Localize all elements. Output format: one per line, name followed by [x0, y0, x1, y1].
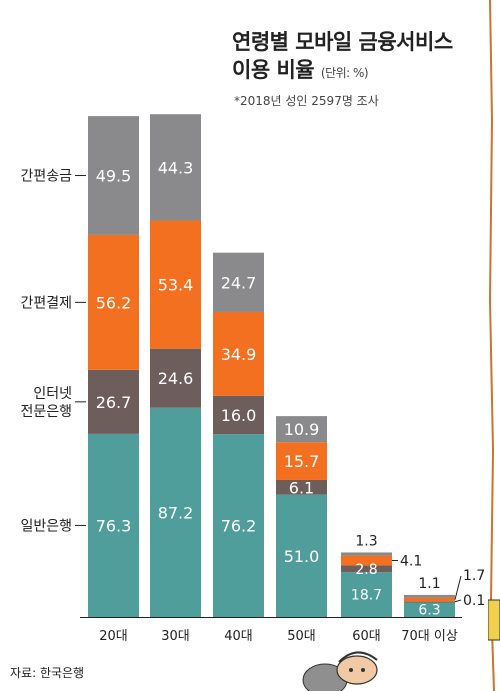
- value-label-simple_transfer: 1.3: [355, 533, 377, 549]
- value-label-general_bank: 76.2: [221, 517, 257, 536]
- value-label-simple_payment: 1.7: [463, 568, 485, 584]
- value-label-general_bank: 76.3: [96, 516, 132, 535]
- value-label-general_bank: 87.2: [158, 503, 194, 522]
- value-label-general_bank: 18.7: [351, 588, 382, 604]
- unit-label: (단위: %): [320, 66, 369, 80]
- bar-segment-simple_payment-1: [150, 220, 201, 349]
- leader-line: [454, 599, 462, 603]
- value-label-simple_transfer: 49.5: [96, 167, 132, 186]
- value-label-internet_bank: 24.6: [158, 369, 194, 388]
- value-label-internet_bank: 6.1: [289, 478, 314, 497]
- value-label-simple_payment: 15.7: [284, 452, 320, 471]
- x-tick-label: 40대: [224, 629, 253, 644]
- legend-label-general_bank: 일반은행: [20, 518, 72, 534]
- value-label-internet_bank: 0.1: [463, 593, 485, 609]
- bar-segment-general_bank-1: [150, 407, 201, 617]
- bar-segment-simple_payment-5: [404, 597, 455, 602]
- legend-label-simple_payment: 간편결제: [20, 295, 72, 311]
- bar-segment-general_bank-3: [276, 494, 327, 617]
- value-label-general_bank: 51.0: [284, 547, 320, 566]
- bar-segment-simple_payment-3: [276, 442, 327, 480]
- bar-segment-simple_transfer-0: [88, 116, 139, 235]
- bar-segment-simple_payment-2: [213, 311, 264, 396]
- bar-segment-internet_bank-5: [404, 601, 455, 603]
- value-label-simple_transfer: 1.1: [418, 576, 440, 592]
- cartoon-edge-illustration: [488, 0, 500, 691]
- cartoon-character-illustration: [302, 651, 378, 691]
- value-label-simple_transfer: 24.7: [221, 273, 257, 292]
- value-label-general_bank: 6.3: [418, 602, 440, 618]
- x-tick-label: 20대: [99, 629, 128, 644]
- x-tick-label: 50대: [287, 629, 316, 644]
- bar-segment-internet_bank-2: [213, 395, 264, 435]
- bar-segment-general_bank-4: [341, 572, 392, 617]
- legend-label-internet_bank: 전문은행: [20, 404, 72, 420]
- title-line-1: 연령별 모바일 금융서비스: [232, 30, 453, 54]
- bar-segment-internet_bank-4: [341, 565, 392, 573]
- title-line-2-text: 이용 비율: [232, 58, 315, 82]
- bar-segment-general_bank-2: [213, 434, 264, 617]
- value-label-simple_payment: 34.9: [221, 345, 257, 364]
- source-note: 자료: 한국은행: [10, 666, 85, 680]
- bar-segment-general_bank-5: [404, 601, 455, 617]
- x-tick-label: 70대 이상: [401, 629, 458, 644]
- bar-segment-internet_bank-1: [150, 348, 201, 408]
- legend-label-internet_bank: 인터넷: [33, 386, 72, 402]
- x-tick-label: 30대: [161, 629, 190, 644]
- bar-segment-simple_transfer-1: [150, 114, 201, 221]
- bar-segment-internet_bank-0: [88, 369, 139, 434]
- leader-line: [454, 575, 462, 600]
- value-label-simple_payment: 4.1: [400, 553, 422, 569]
- value-label-internet_bank: 16.0: [221, 406, 257, 425]
- bar-segment-simple_transfer-2: [213, 252, 264, 312]
- bar-segment-internet_bank-3: [276, 479, 327, 495]
- value-label-simple_payment: 56.2: [96, 293, 132, 312]
- value-label-simple_payment: 53.4: [158, 276, 194, 295]
- chart-subtitle: *2018년 성인 2597명 조사: [234, 94, 379, 108]
- bar-segment-simple_transfer-3: [276, 416, 327, 443]
- value-label-internet_bank: 26.7: [96, 393, 132, 412]
- legend-label-simple_transfer: 간편송금: [20, 169, 72, 185]
- bar-segment-general_bank-0: [88, 433, 139, 617]
- bar-segment-simple_payment-0: [88, 234, 139, 370]
- bar-segment-simple_transfer-5: [404, 594, 455, 598]
- value-label-simple_transfer: 10.9: [284, 420, 320, 439]
- bar-segment-simple_transfer-4: [341, 552, 392, 556]
- value-label-simple_transfer: 44.3: [158, 158, 194, 177]
- x-tick-label: 60대: [352, 629, 381, 644]
- title-line-2: 이용 비율 (단위: %): [232, 56, 453, 87]
- chart-title: 연령별 모바일 금융서비스 이용 비율 (단위: %): [232, 28, 453, 87]
- value-label-internet_bank: 2.8: [355, 562, 377, 578]
- bar-segment-simple_payment-4: [341, 555, 392, 566]
